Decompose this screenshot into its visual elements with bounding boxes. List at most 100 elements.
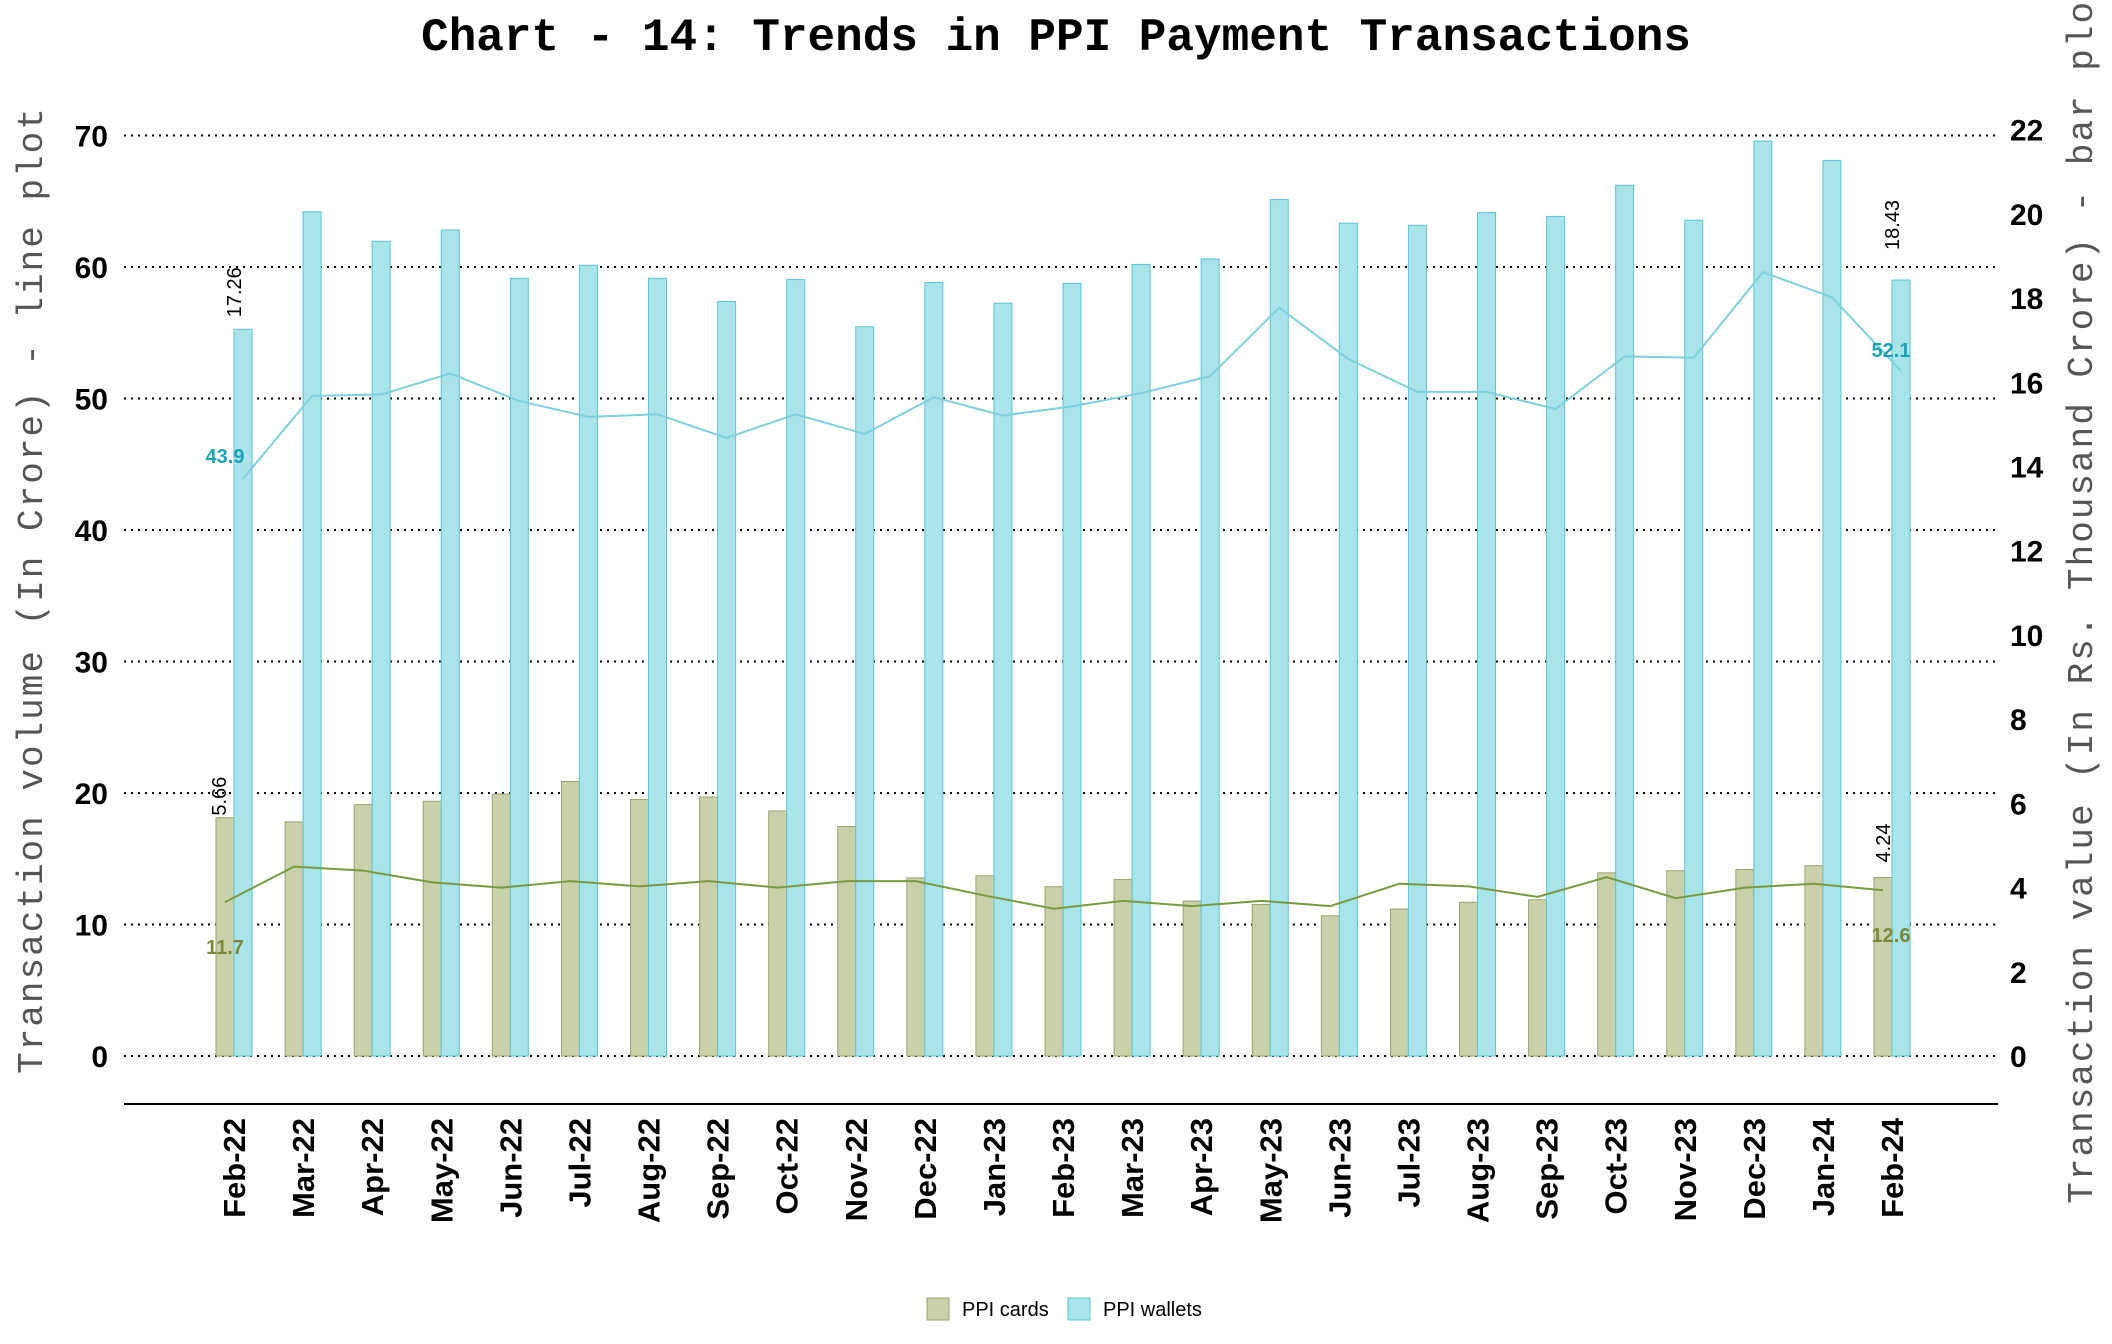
y-tick-label-right: 18 (2010, 283, 2043, 316)
legend: PPI cards PPI wallets (926, 1297, 1202, 1321)
x-tick-label: Oct-23 (1599, 1118, 1634, 1214)
bar-ppi-cards (1389, 908, 1409, 1057)
legend-label-ppi-wallets: PPI wallets (1103, 1299, 1202, 1321)
x-tick-label: Jul-22 (562, 1118, 597, 1208)
bar-ppi-cards (1320, 915, 1340, 1057)
y-tick-label-right: 12 (2010, 536, 2043, 569)
bar-ppi-wallets (1477, 212, 1496, 1057)
bar-ppi-wallets (1338, 222, 1358, 1057)
y-tick-label-left: 40 (75, 515, 108, 548)
bar-ppi-wallets (1753, 140, 1773, 1057)
bar-ppi-cards (975, 875, 995, 1057)
bar-ppi-wallets (302, 211, 322, 1057)
bar-ppi-cards (1528, 899, 1548, 1057)
x-tick-label: Jun-23 (1322, 1118, 1357, 1218)
y-tick-label-left: 50 (75, 383, 108, 416)
y-tick-label-left: 30 (75, 646, 108, 679)
bar-ppi-wallets (1131, 263, 1151, 1057)
legend-swatch-ppi-cards (926, 1297, 950, 1321)
bar-ppi-cards (768, 810, 788, 1057)
bar-ppi-wallets (855, 326, 875, 1057)
legend-label-ppi-cards: PPI cards (962, 1299, 1049, 1321)
line-ppi-wallets-volume (242, 271, 1902, 480)
x-tick-label: Mar-23 (1115, 1118, 1150, 1218)
x-axis-ticks: Feb-22 Mar-22 Apr-22 May-22 Jun-22 Jul-22 Aug-… (217, 1117, 1910, 1223)
bar-ppi-wallets (1891, 279, 1911, 1057)
bar-ppi-wallets (1269, 199, 1289, 1057)
lines-group (224, 271, 1902, 910)
y-tick-label-right: 16 (2010, 367, 2043, 400)
y-tick-label-right: 20 (2010, 199, 2043, 232)
bar-ppi-wallets (993, 302, 1013, 1057)
legend-swatch-ppi-wallets (1067, 1297, 1091, 1321)
y-tick-label-right: 0 (2010, 1041, 2027, 1074)
bar-ppi-wallets (233, 328, 253, 1057)
x-tick-label: May-23 (1253, 1118, 1288, 1223)
y-tick-label-right: 8 (2010, 704, 2027, 737)
data-label-cards-first: 5.66 (209, 777, 231, 816)
y-axis-ticks-right: 0 2 4 6 8 10 12 14 16 18 20 22 (2010, 115, 2044, 1074)
bar-ppi-wallets (1615, 184, 1635, 1057)
bar-ppi-wallets (717, 300, 737, 1057)
y-tick-label-right: 2 (2010, 957, 2027, 990)
data-label-wallets-first: 17.26 (224, 267, 246, 317)
data-label-cards-last: 4.24 (1873, 824, 1895, 863)
bar-ppi-cards (1044, 886, 1064, 1057)
x-tick-label: Feb-22 (217, 1118, 252, 1218)
bar-ppi-wallets (371, 240, 391, 1057)
bar-ppi-wallets (1062, 282, 1082, 1057)
y-tick-label-right: 10 (2010, 620, 2043, 653)
bar-ppi-cards (1735, 868, 1755, 1057)
y-axis-label-right: Transaction value (In Rs. Thousand Crore… (2062, 0, 2103, 1204)
bar-ppi-cards (284, 821, 304, 1057)
x-tick-label: Dec-22 (908, 1118, 943, 1220)
x-tick-label: Mar-22 (286, 1118, 321, 1218)
bar-ppi-wallets (1684, 219, 1704, 1057)
y-tick-label-right: 4 (2010, 873, 2027, 906)
bar-ppi-cards (1182, 900, 1202, 1057)
x-tick-label: Feb-24 (1875, 1117, 1910, 1218)
x-tick-label: Sep-22 (701, 1118, 736, 1220)
bar-ppi-cards (491, 793, 511, 1057)
x-tick-label: Jan-23 (977, 1118, 1012, 1216)
data-label-wallets-line-last: 52.1 (1872, 340, 1911, 362)
y-tick-label-right: 22 (2010, 115, 2043, 148)
x-tick-label: Apr-22 (355, 1118, 390, 1216)
data-labels: 17.26 18.43 5.66 4.24 43.9 52.1 11.7 12.6 (206, 200, 1911, 959)
bar-ppi-cards (1459, 901, 1478, 1057)
bar-ppi-wallets (1546, 215, 1566, 1057)
chart-title: Chart - 14: Trends in PPI Payment Transa… (421, 12, 1691, 64)
x-tick-label: Jan-24 (1806, 1117, 1841, 1216)
bar-ppi-cards (353, 804, 373, 1057)
data-label-wallets-last: 18.43 (1882, 200, 1904, 250)
bar-ppi-wallets (1200, 258, 1220, 1057)
bar-ppi-cards (1251, 903, 1271, 1057)
y-tick-label-left: 10 (75, 909, 108, 942)
x-tick-label: May-22 (424, 1118, 459, 1223)
x-tick-label: Aug-22 (632, 1118, 667, 1223)
bar-ppi-wallets (1822, 159, 1842, 1057)
x-tick-label: Sep-23 (1530, 1118, 1565, 1220)
x-tick-label: Nov-23 (1668, 1118, 1703, 1221)
bar-ppi-cards (699, 796, 719, 1057)
x-tick-label: Aug-23 (1461, 1118, 1496, 1223)
bar-ppi-wallets (578, 264, 598, 1057)
bar-ppi-wallets (648, 277, 667, 1057)
bar-ppi-cards (560, 780, 580, 1057)
line-ppi-cards-volume (224, 865, 1884, 910)
bars-group (215, 140, 1911, 1057)
x-tick-label: Oct-22 (770, 1118, 805, 1214)
bar-ppi-cards (837, 826, 857, 1057)
bar-ppi-wallets (440, 229, 460, 1057)
x-tick-label: Jun-22 (493, 1118, 528, 1218)
x-tick-label: Apr-23 (1184, 1118, 1219, 1216)
y-tick-label-left: 60 (75, 252, 108, 285)
y-tick-label-left: 70 (75, 120, 108, 153)
data-label-wallets-line-first: 43.9 (206, 446, 245, 468)
bar-ppi-cards (1597, 872, 1617, 1057)
x-tick-label: Feb-23 (1046, 1118, 1081, 1218)
bar-ppi-cards (422, 800, 442, 1057)
y-tick-label-left: 0 (91, 1041, 108, 1074)
bar-ppi-cards (1873, 876, 1893, 1057)
bar-ppi-cards (1804, 865, 1824, 1057)
